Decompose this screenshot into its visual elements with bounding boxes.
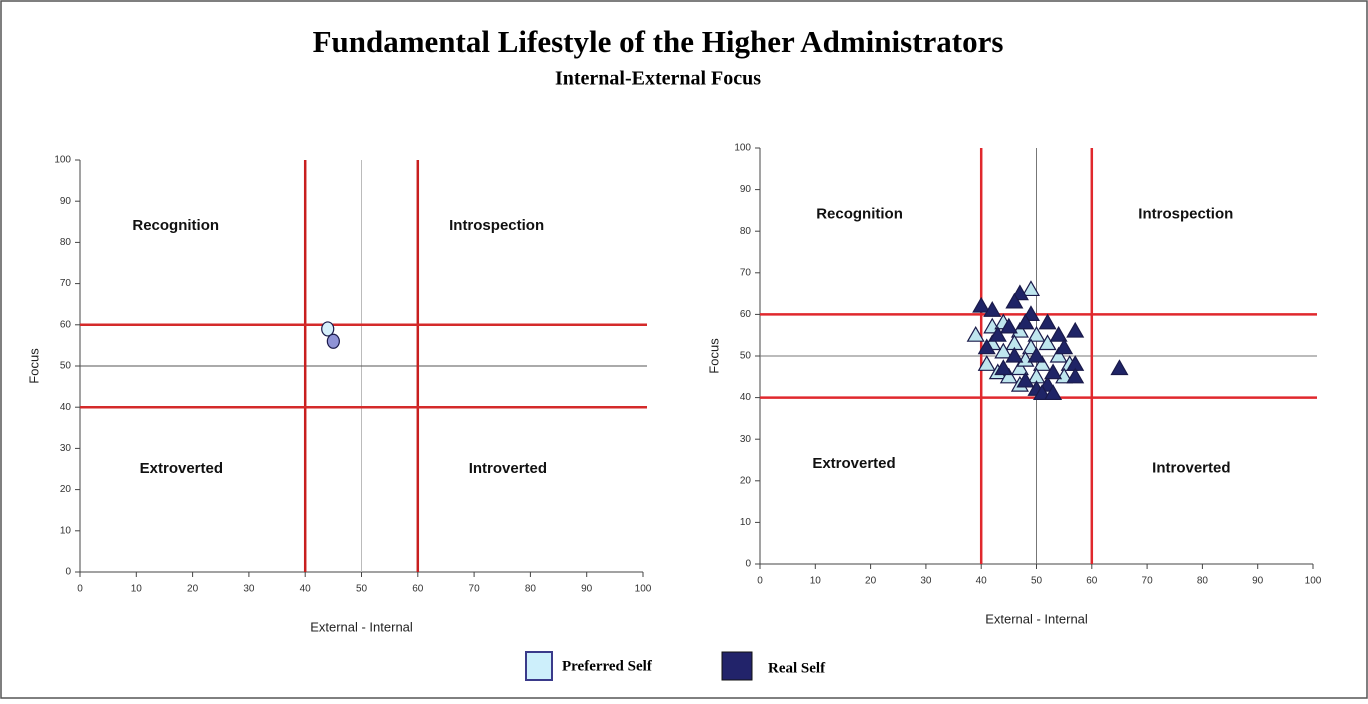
quadrant-label: Introspection: [1138, 206, 1233, 223]
y-tick-label: 70: [60, 278, 72, 289]
x-tick-label: 50: [356, 584, 368, 595]
quadrant-label: Introverted: [469, 460, 547, 477]
subtitle: Internal-External Focus: [555, 68, 761, 90]
point: [1016, 313, 1035, 330]
x-tick-label: 50: [1031, 576, 1043, 587]
point: [1032, 355, 1052, 371]
y-tick-label: 40: [740, 392, 752, 403]
point: [1038, 313, 1057, 330]
quadrant-label: Extroverted: [812, 455, 895, 472]
quadrant-label: Introverted: [1152, 459, 1230, 476]
point: [1016, 371, 1035, 388]
point: [1005, 346, 1024, 363]
y-tick-label: 20: [60, 484, 72, 495]
x-tick-label: 10: [131, 584, 143, 595]
legend-label: Real Self: [768, 660, 826, 676]
point: [321, 321, 335, 337]
y-tick-label: 10: [60, 525, 72, 536]
y-tick-label: 100: [54, 155, 71, 166]
y-tick-label: 0: [745, 559, 751, 570]
x-tick-label: 30: [243, 584, 255, 595]
legend-swatch: [721, 651, 753, 681]
x-tick-label: 90: [1252, 576, 1264, 587]
x-tick-label: 80: [1197, 576, 1209, 587]
y-tick-label: 80: [60, 237, 72, 248]
x-tick-label: 60: [412, 584, 424, 595]
quadrant-label: Recognition: [132, 217, 219, 234]
y-tick-label: 60: [60, 319, 72, 330]
y-tick-label: 80: [740, 226, 752, 237]
x-tick-label: 100: [1305, 576, 1322, 587]
point: [1038, 334, 1057, 351]
point: [1049, 346, 1068, 363]
point: [1032, 384, 1052, 401]
point: [977, 355, 996, 371]
x-tick-label: 60: [1086, 576, 1098, 587]
x-tick-label: 30: [920, 576, 932, 587]
quadrant-label: Extroverted: [140, 460, 223, 477]
x-tick-label: 20: [865, 576, 877, 587]
y-tick-label: 40: [60, 402, 72, 413]
point: [1005, 292, 1024, 309]
y-axis-label: Focus: [26, 348, 41, 384]
y-tick-label: 90: [60, 196, 72, 207]
y-tick-label: 10: [740, 517, 752, 528]
x-tick-label: 100: [635, 584, 652, 595]
quadrant-label: Recognition: [816, 206, 903, 223]
x-tick-label: 70: [469, 584, 481, 595]
point: [994, 359, 1013, 376]
y-tick-label: 100: [734, 143, 751, 154]
point: [1010, 359, 1029, 376]
x-tick-label: 10: [810, 576, 822, 587]
point: [1066, 321, 1085, 338]
x-axis-label: External - Internal: [985, 611, 1088, 626]
quadrant-label: Introspection: [449, 217, 544, 234]
y-tick-label: 70: [740, 267, 752, 278]
legend-label: Preferred Self: [562, 658, 653, 674]
x-tick-label: 0: [757, 576, 763, 587]
point: [1049, 325, 1068, 342]
x-tick-label: 40: [976, 576, 988, 587]
y-tick-label: 0: [65, 567, 71, 578]
x-tick-label: 20: [187, 584, 199, 595]
point: [999, 317, 1018, 334]
y-tick-label: 50: [740, 351, 752, 362]
point: [988, 325, 1007, 342]
point: [1044, 384, 1063, 401]
y-tick-label: 50: [60, 361, 72, 372]
point: [326, 333, 340, 349]
point: [1066, 367, 1085, 384]
x-axis-label: External - Internal: [310, 619, 413, 634]
y-tick-label: 30: [740, 434, 752, 445]
y-axis-label: Focus: [706, 338, 721, 374]
point: [972, 296, 991, 313]
point: [966, 325, 985, 342]
x-tick-label: 70: [1142, 576, 1154, 587]
point: [1055, 338, 1074, 355]
x-tick-label: 0: [77, 584, 83, 595]
point: [983, 301, 1002, 317]
y-tick-label: 30: [60, 443, 72, 454]
y-tick-label: 60: [740, 309, 752, 320]
x-tick-label: 40: [300, 584, 312, 595]
x-tick-label: 90: [581, 584, 593, 595]
point: [1021, 280, 1041, 297]
point: [1027, 325, 1046, 342]
point: [999, 367, 1018, 384]
point: [1027, 346, 1046, 363]
y-tick-label: 20: [740, 475, 752, 486]
title: Fundamental Lifestyle of the Higher Admi…: [313, 24, 1004, 59]
y-tick-label: 90: [740, 184, 752, 195]
point: [977, 338, 996, 355]
point: [1044, 363, 1063, 380]
legend-swatch: [525, 651, 553, 681]
x-tick-label: 80: [525, 584, 537, 595]
point: [994, 342, 1013, 359]
point: [1110, 359, 1129, 376]
